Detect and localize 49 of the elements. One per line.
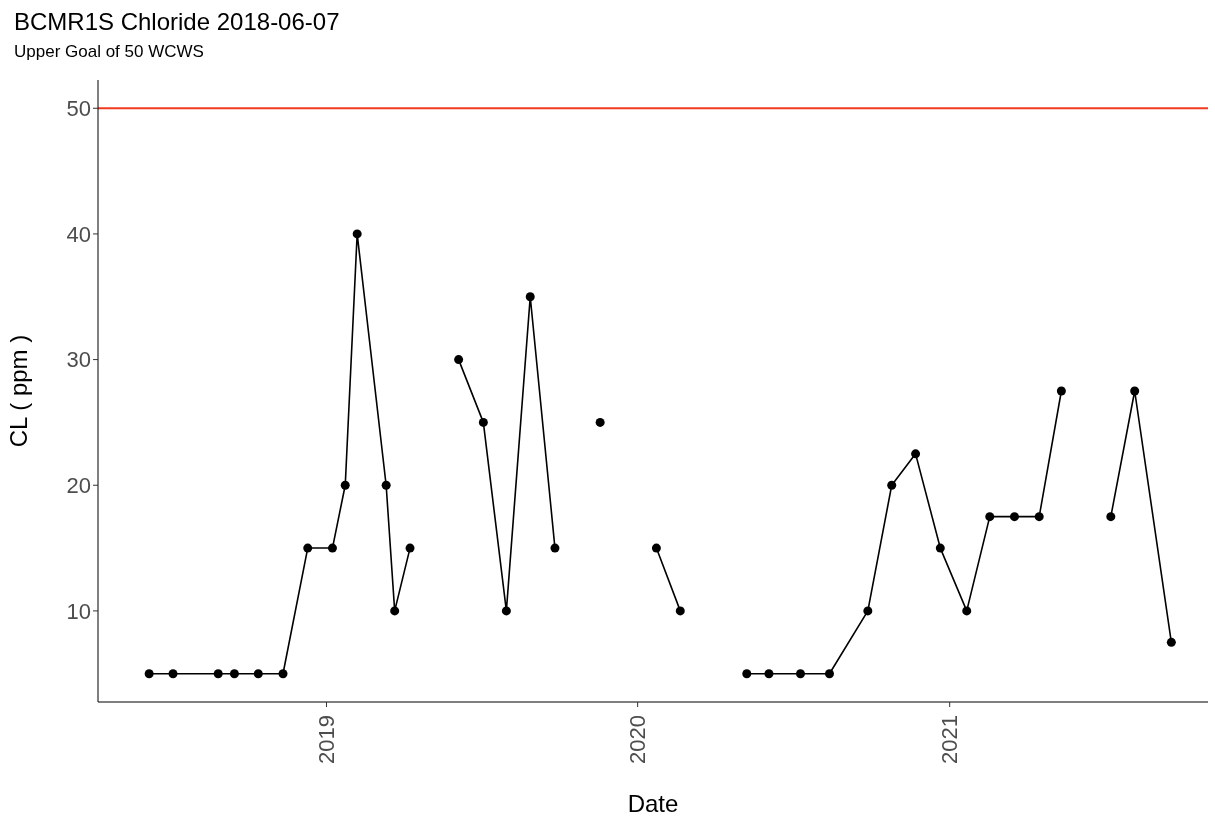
point	[675, 606, 685, 616]
point	[550, 543, 560, 553]
point	[327, 543, 337, 553]
y-tick-label: 40	[66, 221, 91, 247]
point	[795, 669, 805, 679]
point	[352, 229, 362, 239]
point	[863, 606, 873, 616]
point	[985, 512, 995, 522]
point	[278, 669, 288, 679]
point	[1034, 512, 1044, 522]
chart-subtitle: Upper Goal of 50 WCWS	[14, 42, 205, 62]
y-tick-label: 30	[66, 347, 91, 373]
point	[253, 669, 263, 679]
x-tick-label: 2021	[937, 715, 963, 764]
point	[213, 669, 223, 679]
point	[935, 543, 945, 553]
y-tick-label: 50	[66, 96, 91, 122]
point	[340, 480, 350, 490]
point	[824, 669, 834, 679]
point	[478, 417, 488, 427]
point	[651, 543, 661, 553]
point	[1009, 512, 1019, 522]
point	[595, 417, 605, 427]
point	[168, 669, 178, 679]
point	[1130, 386, 1140, 396]
point	[501, 606, 511, 616]
point	[911, 449, 921, 459]
point	[229, 669, 239, 679]
point	[454, 355, 464, 365]
point	[1056, 386, 1066, 396]
point	[381, 480, 391, 490]
y-tick-label: 20	[66, 473, 91, 499]
point	[390, 606, 400, 616]
point	[405, 543, 415, 553]
y-axis-title: CL ( ppm )	[4, 334, 32, 448]
point	[1106, 512, 1116, 522]
x-tick-label: 2020	[625, 715, 651, 764]
point	[144, 669, 154, 679]
point	[1166, 637, 1176, 647]
point	[962, 606, 972, 616]
point	[525, 292, 535, 302]
point	[764, 669, 774, 679]
chart-title: BCMR1S Chloride 2018-06-07	[14, 8, 341, 36]
point	[303, 543, 313, 553]
x-tick-label: 2019	[313, 715, 339, 764]
x-axis-title: Date	[627, 790, 679, 817]
y-tick-label: 10	[66, 598, 91, 624]
point	[887, 480, 897, 490]
point	[742, 669, 752, 679]
